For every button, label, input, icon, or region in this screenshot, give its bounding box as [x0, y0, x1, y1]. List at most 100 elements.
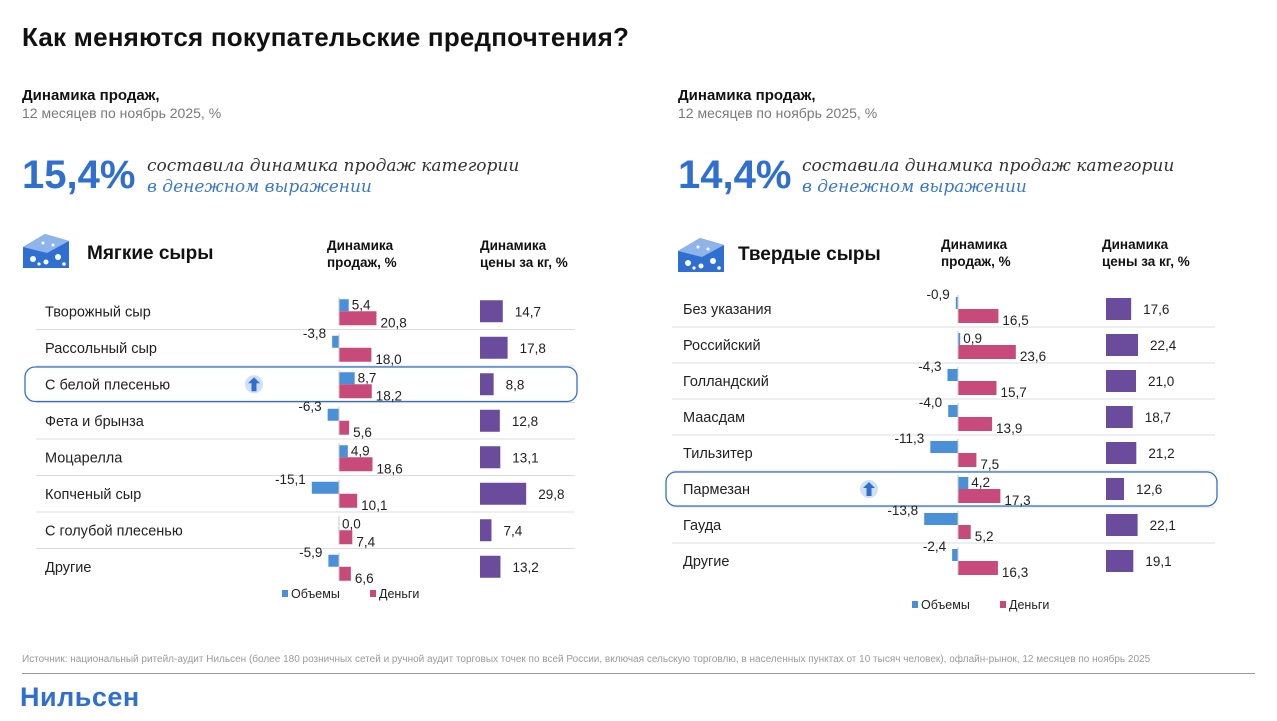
category-label: Пармезан — [683, 482, 750, 498]
legend-money-label: Деньги — [379, 587, 419, 601]
money-bar — [958, 561, 998, 575]
price-value-label: 7,4 — [503, 523, 522, 538]
category-label: Творожный сыр — [45, 304, 151, 320]
price-bar — [1106, 550, 1134, 572]
volume-bar — [328, 554, 339, 567]
volume-bar — [952, 549, 958, 561]
arrow-up-icon — [863, 482, 875, 496]
money-value-label: 5,6 — [353, 425, 372, 440]
money-value-label: 7,5 — [980, 457, 999, 472]
price-value-label: 17,6 — [1143, 302, 1169, 317]
money-bar — [958, 345, 1016, 359]
left-col-price-line2: цены за кг, % — [480, 255, 568, 270]
legend-money-label: Деньги — [1009, 598, 1049, 612]
money-bar — [958, 525, 971, 539]
volume-bar — [339, 372, 355, 385]
left-statement: составила динамика продаж категории в де… — [147, 156, 519, 198]
money-bar — [958, 417, 993, 431]
volume-bar — [955, 297, 958, 309]
money-bar — [958, 453, 977, 467]
volume-value-label: 4,9 — [351, 443, 370, 458]
volume-value-label: -3,8 — [303, 326, 326, 341]
price-bar — [480, 555, 501, 578]
volume-bar — [311, 481, 339, 494]
volume-value-label: 8,7 — [358, 370, 377, 385]
money-value-label: 7,4 — [356, 534, 375, 549]
category-label: Российский — [683, 338, 761, 354]
price-bar — [1106, 298, 1132, 320]
money-value-label: 5,2 — [975, 529, 994, 544]
price-bar — [1106, 370, 1137, 392]
category-label: Без указания — [683, 302, 771, 318]
category-label: Маасдам — [683, 410, 745, 426]
price-value-label: 8,8 — [506, 377, 525, 392]
legend-volume-label: Объемы — [291, 587, 340, 601]
category-label: С голубой плесенью — [45, 523, 183, 539]
category-label: Тильзитер — [683, 446, 753, 462]
price-bar — [480, 446, 501, 469]
volume-bar — [958, 333, 961, 345]
soft-cheese-chart: Творожный сыр 5,4 20,8 14,7 Рассольный сыр -3… — [24, 297, 578, 601]
legend-money-swatch — [1000, 601, 1006, 608]
money-bar — [958, 489, 1001, 503]
right-statement: составила динамика продаж категории в де… — [802, 156, 1174, 198]
right-col-price-line2: цены за кг, % — [1102, 254, 1190, 269]
right-col-sales-line1: Динамика — [941, 237, 1008, 252]
money-value-label: 18,0 — [375, 352, 401, 367]
left-col-sales-line2: продаж, % — [327, 255, 397, 270]
money-value-label: 6,6 — [355, 571, 374, 586]
price-value-label: 12,6 — [1136, 482, 1162, 497]
price-value-label: 19,1 — [1145, 554, 1171, 569]
left-col-sales-header: Динамика продаж, % — [327, 237, 397, 271]
right-col-price-header: Динамика цены за кг, % — [1102, 236, 1190, 270]
volume-value-label: -2,4 — [923, 539, 947, 554]
cheese-icon — [678, 238, 724, 272]
category-label: Моцарелла — [45, 450, 123, 466]
money-value-label: 17,3 — [1004, 493, 1030, 508]
money-bar — [339, 530, 353, 545]
left-subtitle: Динамика продаж, — [22, 87, 160, 104]
volume-bar — [339, 445, 348, 458]
cheese-icon — [23, 234, 69, 268]
category-label: Другие — [45, 560, 91, 576]
price-bar — [1106, 478, 1125, 500]
money-value-label: 10,1 — [361, 498, 387, 513]
left-big-value: 15,4% — [22, 153, 136, 197]
price-value-label: 12,8 — [512, 414, 538, 429]
price-value-label: 14,7 — [515, 304, 541, 319]
volume-value-label: -4,0 — [919, 395, 942, 410]
money-bar — [958, 381, 997, 395]
volume-bar — [947, 369, 958, 381]
price-bar — [480, 519, 492, 542]
left-statement-line2: в денежном выражении — [147, 177, 372, 197]
price-bar — [1106, 514, 1138, 536]
money-value-label: 18,6 — [376, 461, 402, 476]
money-bar — [339, 457, 373, 472]
volume-bar — [924, 513, 958, 525]
left-col-price-header: Динамика цены за кг, % — [480, 237, 568, 271]
price-value-label: 17,8 — [520, 341, 546, 356]
legend-volume-swatch — [282, 590, 288, 597]
money-value-label: 16,5 — [1002, 313, 1028, 328]
money-bar — [339, 384, 372, 399]
footer-divider — [22, 673, 1255, 674]
page-title: Как меняются покупательские предпочтения… — [22, 22, 630, 52]
money-value-label: 16,3 — [1002, 565, 1028, 580]
money-value-label: 13,9 — [996, 421, 1022, 436]
price-value-label: 18,7 — [1145, 410, 1171, 425]
volume-value-label: 0,0 — [342, 516, 361, 531]
price-bar — [1106, 334, 1139, 356]
category-label: Другие — [683, 554, 729, 570]
legend-money-swatch — [370, 590, 376, 597]
volume-value-label: -11,3 — [895, 431, 925, 446]
category-label: Копченый сыр — [45, 487, 141, 503]
highlight-box — [665, 471, 1218, 507]
money-bar — [339, 493, 358, 508]
right-statement-line1: составила динамика продаж категории — [802, 156, 1175, 176]
price-bar — [480, 300, 503, 323]
price-bar — [480, 409, 500, 432]
money-bar — [339, 420, 350, 435]
category-label: С белой плесенью — [45, 377, 170, 393]
price-value-label: 13,1 — [512, 450, 538, 465]
category-label: Голландский — [683, 374, 769, 390]
